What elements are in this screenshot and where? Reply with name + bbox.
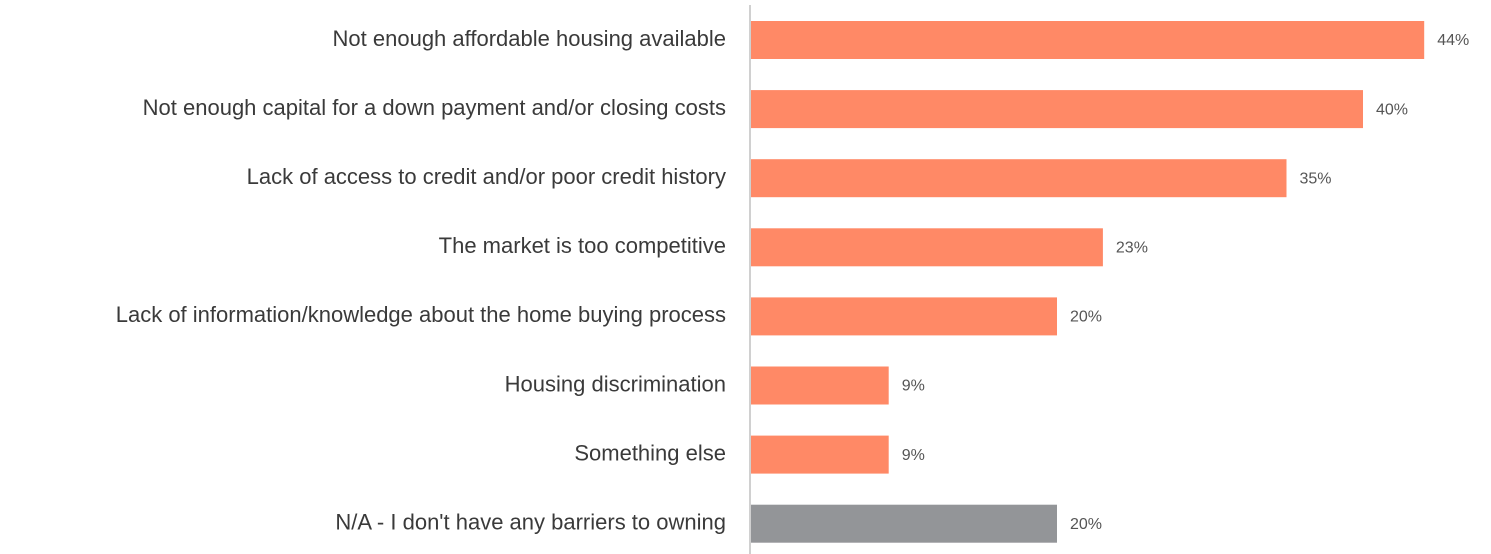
category-label: Housing discrimination [505,371,726,396]
bar [751,297,1057,336]
bar [751,504,1057,543]
bar [751,366,889,405]
value-label: 20% [1070,516,1102,533]
value-label: 35% [1300,170,1332,187]
category-label: Something else [574,440,726,465]
category-label: Lack of information/knowledge about the … [116,302,726,327]
bar [751,228,1103,267]
category-label: Not enough capital for a down payment an… [143,95,726,120]
value-label: 40% [1376,101,1408,118]
value-label: 9% [902,447,925,464]
category-label: N/A - I don't have any barriers to ownin… [335,510,726,535]
bar [751,21,1425,59]
category-label: Not enough affordable housing available [333,26,726,51]
category-label: Lack of access to credit and/or poor cre… [247,164,726,189]
value-label: 20% [1070,309,1102,326]
bar [751,159,1287,198]
value-label: 9% [902,378,925,395]
bar [751,435,889,474]
value-label: 44% [1437,32,1469,49]
value-label: 23% [1116,240,1148,257]
bar [751,90,1363,129]
category-label: The market is too competitive [439,233,726,258]
